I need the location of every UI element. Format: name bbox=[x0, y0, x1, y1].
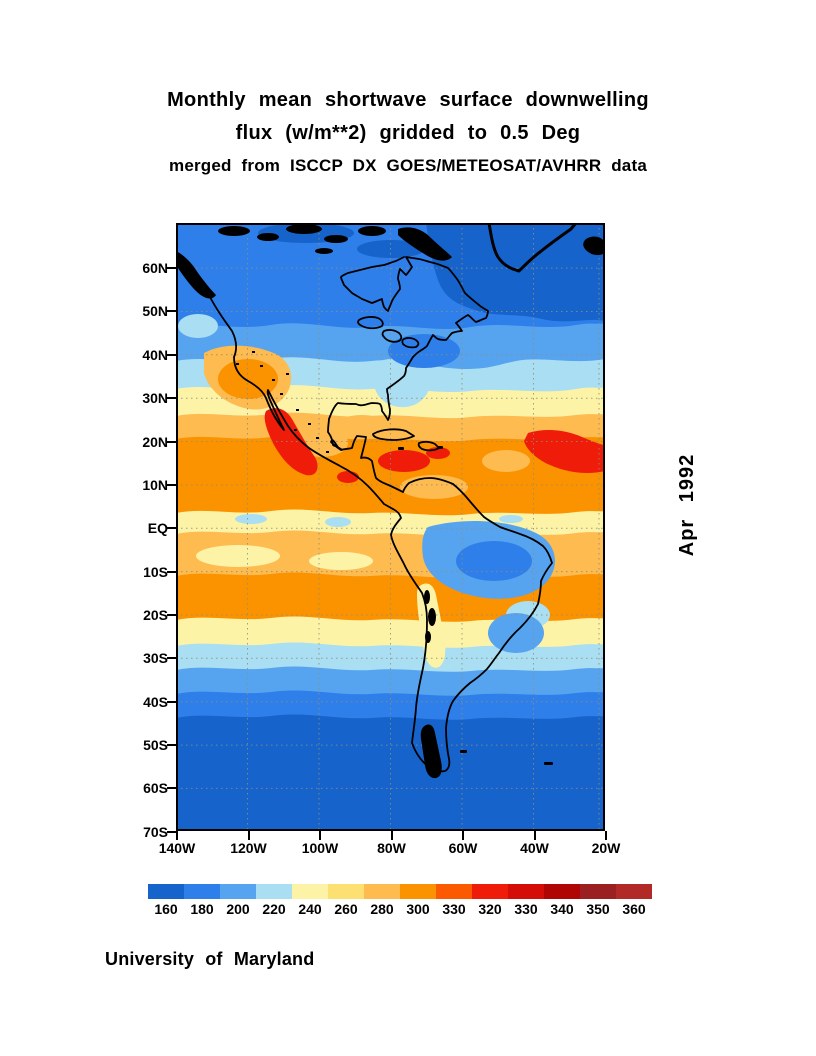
title-line-1: Monthly mean shortwave surface downwelli… bbox=[167, 89, 649, 111]
title-line-2: flux (w/m**2) gridded to 0.5 Deg bbox=[235, 122, 581, 144]
colorbar-swatch bbox=[184, 884, 220, 899]
lat-tick-mark bbox=[167, 267, 176, 270]
lat-tick-mark bbox=[167, 353, 176, 356]
lon-tick-mark bbox=[247, 831, 250, 840]
colorbar-tick-label: 330 bbox=[514, 901, 538, 917]
lat-tick-label: 20S bbox=[143, 606, 168, 623]
colorbar-tick-label: 220 bbox=[262, 901, 286, 917]
map-border bbox=[176, 223, 605, 831]
figure-title: Monthly mean shortwave surface downwelli… bbox=[0, 88, 816, 176]
lon-tick-mark bbox=[390, 831, 393, 840]
colorbar-swatch bbox=[508, 884, 544, 899]
lon-tick-label: 100W bbox=[301, 840, 339, 856]
colorbar-swatch bbox=[292, 884, 328, 899]
colorbar-tick-label: 340 bbox=[550, 901, 574, 917]
colorbar-swatch bbox=[400, 884, 436, 899]
lat-tick-mark bbox=[167, 310, 176, 313]
lat-tick-label: 30N bbox=[142, 390, 168, 407]
lon-tick-mark bbox=[533, 831, 536, 840]
date-label: Apr 1992 bbox=[676, 453, 698, 557]
colorbar-tick-label: 180 bbox=[190, 901, 214, 917]
colorbar bbox=[148, 884, 652, 899]
colorbar-swatch bbox=[328, 884, 364, 899]
lat-tick-label: 20N bbox=[142, 433, 168, 450]
credit-text: University of Maryland bbox=[105, 949, 315, 969]
lat-tick-mark bbox=[167, 440, 176, 443]
lat-tick-label: 70S bbox=[143, 823, 168, 840]
colorbar-tick-label: 260 bbox=[334, 901, 358, 917]
lat-tick-label: 50N bbox=[142, 303, 168, 320]
flux-field bbox=[176, 223, 605, 831]
lat-tick-mark bbox=[167, 657, 176, 660]
colorbar-tick-label: 320 bbox=[478, 901, 502, 917]
colorbar-swatch bbox=[436, 884, 472, 899]
colorbar-swatch bbox=[616, 884, 652, 899]
colorbar-swatch bbox=[580, 884, 616, 899]
lat-tick-label: 50S bbox=[143, 737, 168, 754]
lat-tick-mark bbox=[167, 397, 176, 400]
colorbar-tick-label: 330 bbox=[442, 901, 466, 917]
lat-tick-label: 10S bbox=[143, 563, 168, 580]
lat-tick-label: 10N bbox=[142, 476, 168, 493]
lon-tick-mark bbox=[605, 831, 607, 840]
lat-tick-mark bbox=[167, 527, 176, 530]
lat-tick-label: 30S bbox=[143, 650, 168, 667]
colorbar-tick-label: 240 bbox=[298, 901, 322, 917]
title-line-3: merged from ISCCP DX GOES/METEOSAT/AVHRR… bbox=[169, 156, 647, 175]
lat-tick-mark bbox=[167, 483, 176, 486]
lat-tick-label: EQ bbox=[147, 520, 168, 537]
colorbar-tick-label: 360 bbox=[622, 901, 646, 917]
colorbar-swatch bbox=[220, 884, 256, 899]
lon-tick-label: 60W bbox=[448, 840, 478, 856]
coastlines bbox=[175, 221, 578, 773]
lon-tick-mark bbox=[319, 831, 321, 840]
lat-tick-mark bbox=[167, 830, 176, 833]
colorbar-swatch bbox=[256, 884, 292, 899]
lat-tick-label: 60N bbox=[142, 260, 168, 277]
colorbar-tick-label: 300 bbox=[406, 901, 430, 917]
lon-tick-label: 120W bbox=[230, 840, 267, 856]
lat-tick-label: 60S bbox=[143, 780, 168, 797]
colorbar-swatch bbox=[148, 884, 184, 899]
lat-tick-label: 40N bbox=[142, 346, 168, 363]
map-plot bbox=[175, 221, 605, 831]
lat-tick-mark bbox=[167, 700, 176, 703]
colorbar-tick-label: 350 bbox=[586, 901, 610, 917]
lon-tick-mark bbox=[176, 831, 178, 840]
lon-tick-label: 80W bbox=[377, 840, 406, 856]
colorbar-tick-label: 160 bbox=[154, 901, 178, 917]
lon-tick-label: 140W bbox=[158, 840, 196, 856]
lat-tick-mark bbox=[167, 570, 176, 573]
lat-tick-mark bbox=[167, 744, 176, 747]
lon-tick-mark bbox=[462, 831, 464, 840]
colorbar-swatch bbox=[544, 884, 580, 899]
lat-tick-label: 40S bbox=[143, 693, 168, 710]
lon-tick-label: 40W bbox=[520, 840, 549, 856]
colorbar-swatch bbox=[364, 884, 400, 899]
lon-tick-label: 20W bbox=[591, 840, 621, 856]
colorbar-swatch bbox=[472, 884, 508, 899]
colorbar-tick-label: 280 bbox=[370, 901, 394, 917]
lat-tick-mark bbox=[167, 787, 176, 790]
flux-map-svg bbox=[175, 221, 605, 831]
lat-tick-mark bbox=[167, 613, 176, 616]
colorbar-tick-label: 200 bbox=[226, 901, 250, 917]
land-ice-black bbox=[176, 224, 605, 779]
